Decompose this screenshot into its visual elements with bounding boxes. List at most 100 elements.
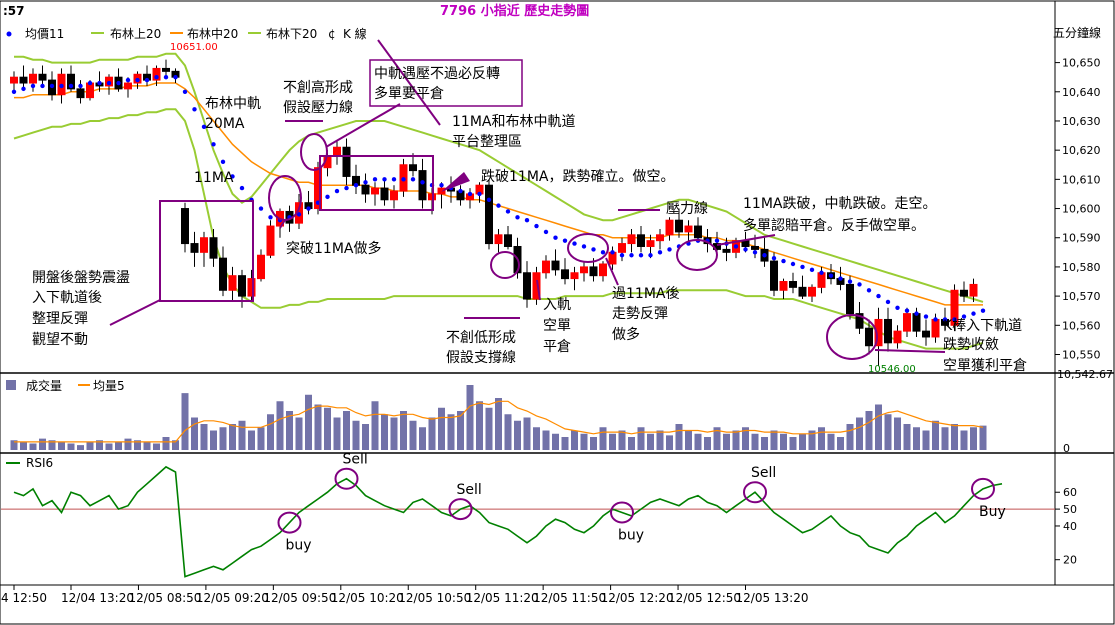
candle-body bbox=[532, 272, 541, 300]
ma11-point bbox=[296, 212, 302, 217]
ma11-point bbox=[885, 299, 891, 305]
candle-body bbox=[247, 278, 256, 297]
candle-body bbox=[437, 187, 446, 195]
ma11-point bbox=[325, 194, 330, 200]
price-tick-label: 10,590 bbox=[1062, 232, 1101, 245]
candle-body bbox=[751, 245, 759, 250]
volume-bar bbox=[694, 433, 702, 450]
pointer-enter-lower bbox=[536, 279, 541, 301]
volume-bar bbox=[656, 430, 664, 450]
ma11-point bbox=[657, 250, 663, 255]
candle-body bbox=[798, 286, 807, 297]
time-tick-label: 12/05 12:20 bbox=[601, 591, 674, 605]
volume-bar bbox=[485, 407, 493, 450]
price-tick-label: 10,600 bbox=[1062, 203, 1101, 216]
volume-bar bbox=[542, 430, 550, 450]
ma11-point bbox=[106, 80, 112, 86]
volume-bar bbox=[400, 411, 407, 450]
candle-body bbox=[950, 289, 959, 326]
rsi-signal-circle bbox=[743, 481, 767, 504]
ma11-point bbox=[163, 74, 169, 80]
ma11-point bbox=[961, 314, 967, 319]
volume-bar bbox=[67, 443, 75, 450]
ma11-point bbox=[648, 253, 653, 258]
time-tick-label: 4 12:50 bbox=[1, 591, 47, 605]
ma11-point bbox=[752, 250, 758, 255]
ma11-point bbox=[828, 273, 834, 278]
ma11-point bbox=[610, 250, 615, 255]
volume-bar bbox=[29, 443, 37, 450]
volume-bar bbox=[276, 401, 284, 450]
ann-no-new-low-2: 假設支撐線 bbox=[446, 350, 516, 366]
volume-bar bbox=[837, 437, 844, 450]
ann-no-new-high-1: 不創高形成 bbox=[283, 79, 353, 96]
ann-boll-mid-1: 布林中軌 bbox=[205, 96, 261, 112]
ma11-point bbox=[239, 185, 245, 191]
volume-bar bbox=[884, 414, 892, 450]
price-tick-label: 10,570 bbox=[1062, 290, 1101, 303]
time-tick-label: 12/05 12:50 bbox=[668, 591, 741, 605]
volume-bar bbox=[780, 433, 787, 450]
ma11-point bbox=[230, 174, 235, 179]
candle-body bbox=[960, 289, 968, 297]
ma11-point bbox=[866, 288, 872, 293]
candle-body bbox=[684, 225, 693, 233]
rsi-signal-label: Buy bbox=[979, 504, 1006, 520]
rsi-signal-label: buy bbox=[286, 538, 312, 554]
candle-body bbox=[390, 190, 398, 201]
candle-body bbox=[67, 73, 75, 90]
ma11-point bbox=[30, 83, 36, 89]
price-tick-label: 10,620 bbox=[1062, 144, 1101, 157]
candle-body bbox=[627, 234, 636, 245]
candle-body bbox=[181, 208, 189, 245]
ma11-point bbox=[914, 311, 919, 316]
ma11-point bbox=[895, 305, 900, 310]
box-mid-resist bbox=[369, 59, 523, 107]
volume-bar bbox=[552, 433, 559, 450]
ma11-point bbox=[980, 308, 986, 313]
candle-body bbox=[219, 257, 227, 291]
ann-ma-break-1: 11MA跌破，中軌跌破。走空。 bbox=[743, 196, 936, 212]
candle-body bbox=[846, 283, 854, 315]
price-tick-label: 10,640 bbox=[1062, 86, 1101, 99]
rsi-signal-circle bbox=[334, 467, 359, 490]
candle-body bbox=[380, 187, 389, 201]
ma11-point bbox=[771, 255, 777, 261]
candle-body bbox=[779, 281, 788, 291]
candle-body bbox=[361, 184, 370, 195]
volume-bar bbox=[789, 437, 797, 450]
ma11-point bbox=[781, 258, 786, 264]
volume-bar bbox=[922, 430, 930, 450]
time-tick-label: 12/05 09:20 bbox=[196, 591, 269, 605]
ann-after-11ma-3: 做多 bbox=[612, 326, 640, 343]
rsi-tick-label: 40 bbox=[1063, 520, 1077, 533]
ma11-point bbox=[344, 185, 349, 191]
legend-boll-upper: 布林上20 bbox=[110, 27, 161, 41]
volume-bar bbox=[618, 430, 626, 450]
candle-body bbox=[38, 73, 47, 81]
ma11-point bbox=[933, 317, 938, 322]
ma11-point bbox=[125, 77, 131, 83]
volume-bar bbox=[571, 430, 578, 450]
ma11-point bbox=[505, 209, 511, 214]
ma11-point bbox=[372, 177, 378, 182]
volume-bar bbox=[96, 440, 103, 450]
boll-upper-line bbox=[14, 52, 984, 303]
candle-body bbox=[865, 327, 873, 347]
volume-bar bbox=[58, 441, 65, 450]
ann-no-new-low-1: 不創低形成 bbox=[446, 330, 516, 346]
rsi-tick-label: 20 bbox=[1063, 554, 1077, 567]
volume-bar bbox=[675, 424, 683, 450]
candle-body bbox=[409, 164, 417, 172]
volume-bar bbox=[381, 414, 388, 450]
volume-bar bbox=[409, 420, 417, 450]
rsi-signal-label: Sell bbox=[751, 465, 776, 481]
circle-k-lower bbox=[826, 314, 878, 360]
ann-k-lower-3: 空單獲利平倉 bbox=[943, 358, 1027, 374]
volume-bar bbox=[751, 433, 759, 450]
main-legend: 均價11 布林上20 布林中20 布林下20 ¢ K 線 bbox=[6, 26, 367, 41]
low-price-label: 10546.00 bbox=[868, 364, 916, 375]
legend-vol-ma: 均量5 bbox=[93, 379, 125, 393]
volume-bar bbox=[219, 427, 227, 450]
